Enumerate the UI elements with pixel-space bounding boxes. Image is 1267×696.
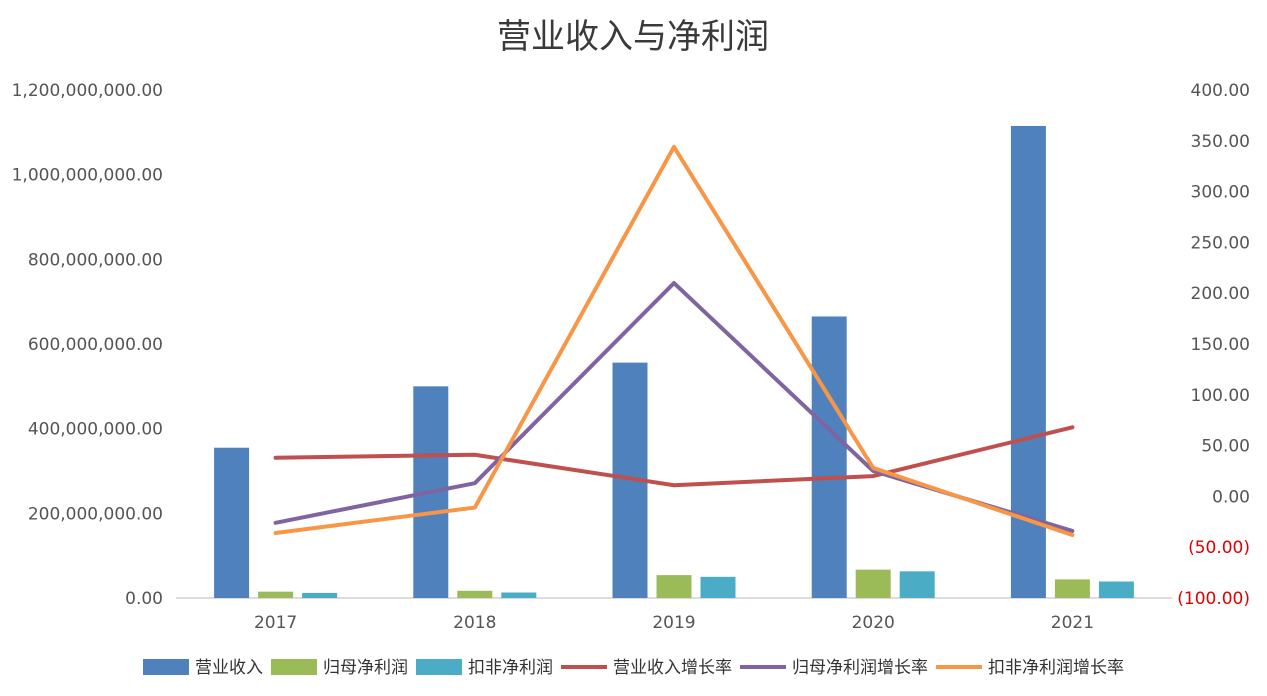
x-tick-label: 2018 — [453, 613, 496, 633]
right-tick-label: (100.00) — [1177, 589, 1250, 609]
bar — [302, 592, 338, 598]
bar — [258, 591, 294, 598]
left-tick-label: 400,000,000.00 — [28, 420, 163, 440]
series-line — [273, 425, 1075, 488]
right-tick-label: (50.00) — [1188, 538, 1250, 558]
right-tick-label: 250.00 — [1191, 233, 1250, 253]
legend-label: 归母净利润增长率 — [792, 658, 928, 678]
x-tick-label: 2017 — [254, 613, 297, 633]
legend-swatch — [271, 659, 317, 675]
bar — [811, 316, 847, 598]
bar — [1098, 581, 1134, 598]
left-tick-label: 600,000,000.00 — [28, 335, 163, 355]
x-tick-label: 2019 — [652, 613, 695, 633]
chart-title: 营业收入与净利润 — [497, 17, 769, 57]
bar — [855, 569, 891, 598]
line-series-group — [273, 144, 1075, 538]
bar-series-group — [214, 125, 1134, 598]
bar — [656, 575, 692, 598]
right-tick-label: 0.00 — [1212, 487, 1250, 507]
legend: 营业收入 归母净利润 扣非净利润 营业收入增长率 归母净利润增长率 扣非净利润增长率 — [143, 658, 1124, 678]
bar — [1054, 579, 1090, 598]
right-tick-label: 50.00 — [1201, 437, 1250, 457]
bar — [1010, 125, 1046, 598]
x-tick-label: 2020 — [852, 613, 895, 633]
left-tick-label: 1,000,000,000.00 — [12, 166, 163, 186]
bar — [700, 576, 736, 598]
bar — [214, 447, 250, 598]
series-line — [273, 144, 1075, 538]
right-tick-label: 350.00 — [1191, 132, 1250, 152]
left-tick-label: 1,200,000,000.00 — [12, 81, 163, 101]
right-tick-label: 300.00 — [1191, 183, 1250, 203]
bar — [457, 590, 493, 598]
right-axis: (100.00) (50.00) 0.00 50.00 100.00 150.00 200.… — [1177, 81, 1250, 609]
legend-swatch — [143, 659, 189, 675]
legend-label: 扣非净利润 — [468, 658, 553, 678]
right-tick-label: 150.00 — [1191, 335, 1250, 355]
bar — [501, 592, 537, 598]
legend-label: 营业收入 — [195, 658, 263, 678]
left-tick-label: 200,000,000.00 — [28, 504, 163, 524]
legend-label: 归母净利润 — [323, 658, 408, 678]
x-axis: 2017 2018 2019 2020 2021 — [254, 613, 1094, 633]
right-tick-label: 200.00 — [1191, 284, 1250, 304]
legend-label: 营业收入增长率 — [613, 658, 732, 678]
right-tick-label: 100.00 — [1191, 386, 1250, 406]
bar — [899, 571, 935, 598]
legend-label: 扣非净利润增长率 — [988, 658, 1124, 678]
left-tick-label: 0.00 — [125, 589, 163, 609]
x-tick-label: 2021 — [1051, 613, 1094, 633]
right-tick-label: 400.00 — [1191, 81, 1250, 101]
legend-swatch — [416, 659, 462, 675]
left-tick-label: 800,000,000.00 — [28, 250, 163, 270]
left-axis: 0.00 200,000,000.00 400,000,000.00 600,000,… — [12, 81, 163, 609]
